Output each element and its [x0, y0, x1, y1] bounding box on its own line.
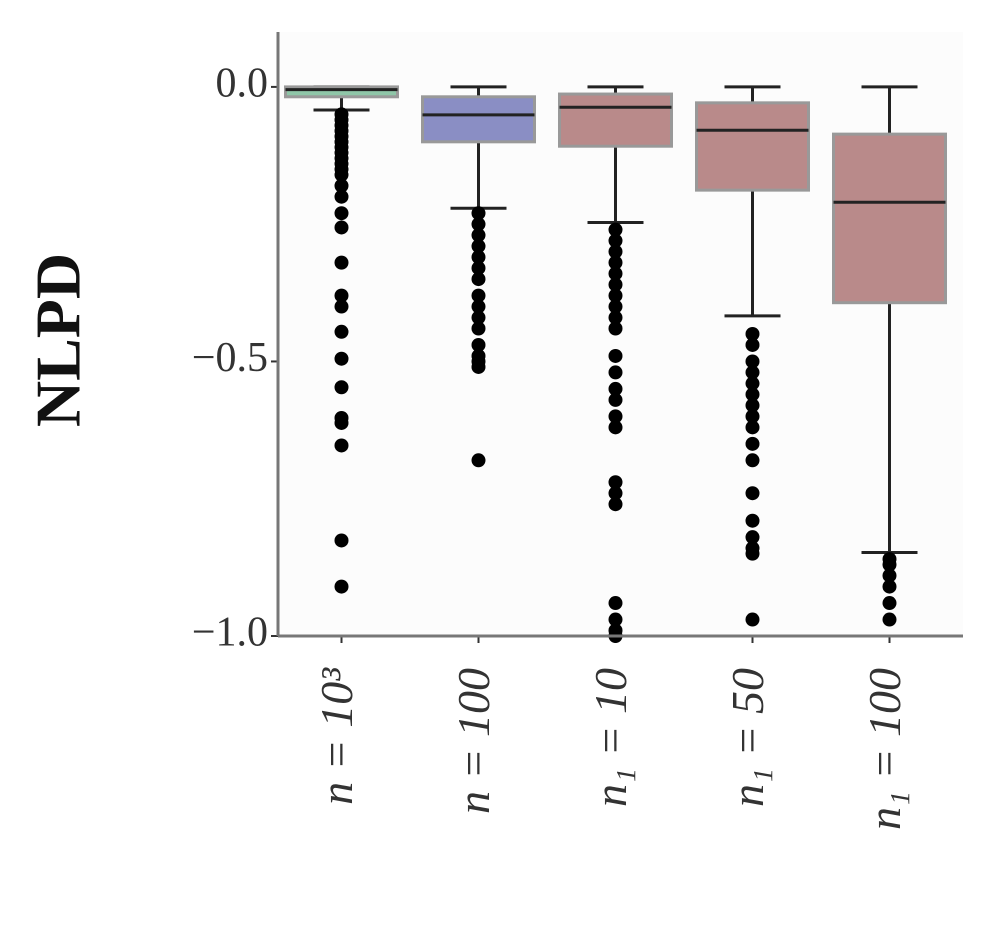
outlier — [334, 178, 349, 193]
outlier — [471, 453, 486, 468]
outlier — [745, 409, 760, 424]
outlier — [471, 299, 486, 314]
outlier — [608, 277, 623, 292]
box — [832, 132, 947, 305]
outlier — [745, 387, 760, 402]
outlier — [608, 244, 623, 259]
outlier — [745, 436, 760, 451]
outlier — [745, 354, 760, 369]
outlier — [471, 206, 486, 221]
outlier — [334, 220, 349, 235]
outlier — [334, 255, 349, 270]
outlier — [745, 612, 760, 627]
outlier — [745, 327, 760, 341]
box — [421, 95, 536, 144]
outlier — [334, 206, 349, 221]
box — [558, 92, 673, 148]
outlier — [608, 310, 623, 325]
outlier — [608, 392, 623, 407]
outlier — [608, 288, 623, 303]
outlier — [608, 486, 623, 501]
y-axis-label: NLPD — [23, 253, 94, 427]
outlier — [471, 250, 486, 265]
outlier — [471, 321, 486, 336]
outlier — [608, 365, 623, 380]
x-tick-label: n₁ = 100 — [859, 668, 910, 830]
outlier — [745, 398, 760, 413]
y-tick-label: −1.0 — [192, 610, 268, 656]
outlier — [882, 568, 897, 583]
y-tick-label: −0.5 — [192, 335, 268, 381]
outlier — [334, 189, 349, 204]
x-tick-label: n₁ = 10 — [585, 668, 636, 807]
outlier — [745, 376, 760, 391]
outlier — [608, 222, 623, 237]
outlier — [745, 486, 760, 501]
outlier — [471, 217, 486, 232]
outlier — [471, 310, 486, 325]
outlier — [745, 453, 760, 468]
outlier — [745, 337, 760, 352]
outlier — [608, 348, 623, 363]
outlier — [608, 497, 623, 512]
outlier — [334, 324, 349, 339]
outlier — [882, 612, 897, 627]
outlier — [745, 530, 760, 545]
outlier — [608, 321, 623, 336]
outlier — [334, 288, 349, 303]
box — [284, 85, 399, 99]
outlier — [608, 420, 623, 435]
x-tick-label: n₁ = 50 — [722, 668, 773, 807]
outlier — [471, 239, 486, 254]
y-tick-label: 0.0 — [216, 61, 269, 107]
outlier — [471, 272, 486, 287]
outlier — [882, 596, 897, 611]
outlier — [471, 261, 486, 276]
outlier — [334, 438, 349, 453]
outlier — [608, 255, 623, 270]
outlier — [334, 579, 349, 594]
outlier — [882, 579, 897, 594]
outlier — [608, 233, 623, 248]
outlier — [608, 409, 623, 424]
outlier — [334, 380, 349, 395]
x-tick-label: n = 100 — [448, 668, 499, 814]
outlier — [608, 596, 623, 611]
outlier — [882, 557, 897, 572]
outlier — [471, 228, 486, 243]
outlier — [745, 365, 760, 380]
outlier — [334, 167, 349, 182]
outlier — [745, 420, 760, 435]
outlier — [334, 351, 349, 366]
outlier — [745, 546, 760, 561]
outlier — [471, 337, 486, 352]
box — [695, 101, 810, 192]
outlier — [608, 299, 623, 314]
outlier — [471, 288, 486, 303]
x-tick-label: n = 10³ — [311, 667, 362, 805]
outlier — [608, 381, 623, 396]
outlier — [608, 266, 623, 281]
outlier — [608, 475, 623, 490]
outlier — [608, 612, 623, 627]
outlier — [334, 533, 349, 548]
outlier — [334, 299, 349, 314]
outlier — [334, 415, 349, 430]
outlier — [745, 513, 760, 528]
outlier — [471, 359, 486, 374]
